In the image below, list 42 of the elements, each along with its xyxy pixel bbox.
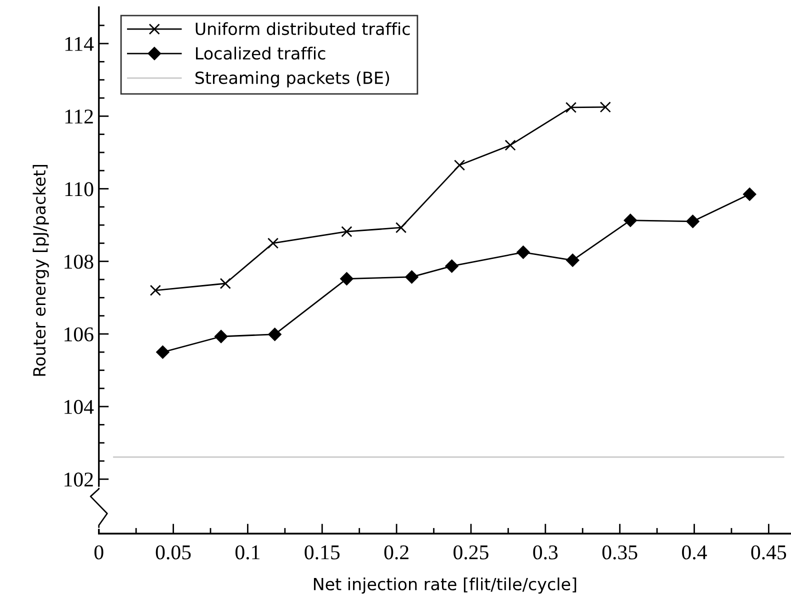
point xyxy=(566,254,580,267)
x-tick-label: 0.45 xyxy=(751,545,786,560)
point xyxy=(600,102,611,113)
point xyxy=(743,188,756,201)
y-tick-label: 108 xyxy=(64,254,94,269)
point xyxy=(504,140,516,151)
y-tick-label: 106 xyxy=(64,327,94,342)
x-tick-label: 0.2 xyxy=(384,545,408,560)
point xyxy=(156,346,170,359)
x-tick-label: 0.25 xyxy=(454,545,488,560)
y-tick-label: 114 xyxy=(65,37,94,51)
x-tick-label: 0.35 xyxy=(602,545,638,560)
x-tick-label: 0.15 xyxy=(304,545,340,560)
point xyxy=(395,222,407,234)
x-tick-label: 0 xyxy=(94,545,104,560)
y-tick-label: 112 xyxy=(65,110,93,124)
point xyxy=(341,226,352,238)
x-tick-label: 0.4 xyxy=(682,545,707,560)
point xyxy=(565,102,577,114)
point xyxy=(340,272,354,286)
point xyxy=(624,214,637,227)
point xyxy=(516,246,530,259)
x-tick-label: 0.3 xyxy=(533,545,558,560)
legend-label: Localized traffic xyxy=(196,46,326,60)
point xyxy=(150,284,161,296)
point xyxy=(220,278,231,290)
y-tick-label: 104 xyxy=(64,400,94,414)
y-tick-label: 110 xyxy=(65,182,94,196)
legend-label: Uniform distributed traffic xyxy=(196,22,410,36)
x-axis-title: Net injection rate [flit/tile/cycle] xyxy=(314,578,576,594)
y-axis-title: Router energy [pJ/packet] xyxy=(32,164,49,376)
point xyxy=(268,328,282,341)
point xyxy=(445,259,458,273)
y-tick-label: 102 xyxy=(64,472,93,487)
x-tick-label: 0.1 xyxy=(235,545,260,560)
point xyxy=(405,270,418,284)
point xyxy=(214,330,228,344)
legend-label: Streaming packets (BE) xyxy=(195,71,390,88)
point xyxy=(267,238,279,249)
x-tick-label: 0.05 xyxy=(156,545,191,560)
point xyxy=(454,160,466,171)
point xyxy=(686,214,700,228)
